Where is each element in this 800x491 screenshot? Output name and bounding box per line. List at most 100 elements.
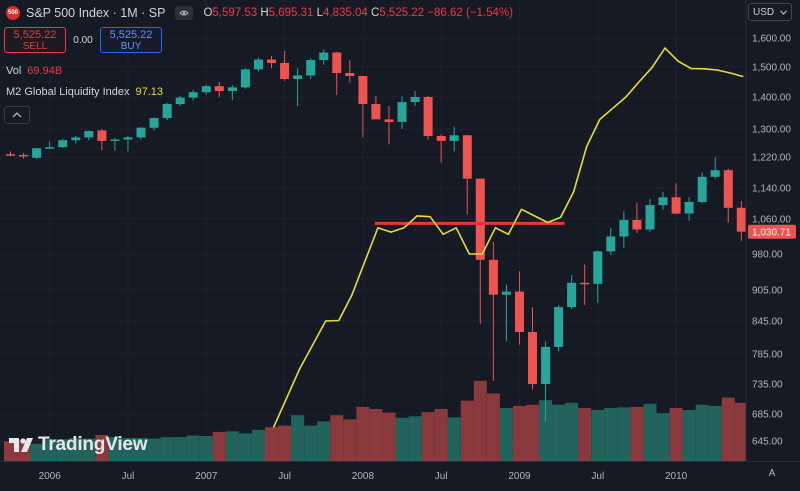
candle-body bbox=[306, 60, 316, 76]
low-value: 4,835.04 bbox=[323, 7, 368, 19]
candle-body bbox=[162, 104, 172, 119]
time-axis[interactable]: 2006 Jul 2007 Jul 2008 Jul 2009 Jul 2010 bbox=[0, 461, 800, 491]
time-tick-label: Jul bbox=[278, 471, 291, 482]
candle-body bbox=[293, 75, 303, 79]
volume-bar bbox=[526, 404, 539, 461]
volume-bar bbox=[69, 438, 83, 461]
candle-body bbox=[254, 59, 263, 70]
volume-bar bbox=[343, 419, 357, 461]
volume-bar bbox=[369, 409, 383, 461]
candle-body bbox=[475, 178, 485, 260]
candle-body bbox=[710, 170, 720, 177]
liquidity-label: M2 Global Liquidity Index bbox=[6, 86, 130, 98]
candle-body bbox=[71, 137, 81, 141]
candle-body bbox=[227, 87, 237, 91]
volume-bar bbox=[238, 433, 252, 461]
candle-body bbox=[723, 170, 733, 208]
spread-value: 0.00 bbox=[73, 34, 93, 46]
sp500-logo: 500 bbox=[6, 6, 20, 20]
volume-bar bbox=[252, 429, 265, 461]
close-value: 5,525.22 bbox=[379, 7, 425, 19]
high-value: 5,695.31 bbox=[268, 7, 314, 19]
candle-body bbox=[149, 118, 159, 128]
volume-bar bbox=[656, 413, 670, 461]
time-tick-label: Jul bbox=[435, 471, 448, 482]
volume-value: 69.94B bbox=[27, 65, 63, 77]
hide-legend-icon[interactable] bbox=[175, 6, 194, 20]
price-axis[interactable]: 1,600.00 1,500.00 1,400.00 1,300.00 1,220.00… bbox=[745, 0, 800, 491]
candle-body bbox=[123, 137, 133, 140]
volume-bar bbox=[121, 438, 135, 461]
volume-bar bbox=[43, 439, 57, 461]
candle-body bbox=[436, 136, 446, 141]
volume-bar bbox=[186, 435, 200, 461]
volume-bar bbox=[225, 431, 239, 461]
volume-bar bbox=[578, 408, 592, 461]
candle-body bbox=[423, 97, 433, 136]
buy-price: 5,525.22 bbox=[109, 29, 153, 41]
price-tick-label: 785.00 bbox=[752, 350, 783, 361]
candle-body bbox=[697, 176, 707, 202]
candle-body bbox=[593, 251, 603, 284]
time-tick-label: 2010 bbox=[665, 471, 688, 482]
auto-scale-button[interactable]: A bbox=[768, 468, 776, 479]
volume-bar bbox=[434, 409, 448, 461]
candle-body bbox=[267, 59, 276, 63]
volume-bar bbox=[56, 439, 70, 461]
volume-bar bbox=[734, 402, 748, 461]
volume-bar bbox=[382, 412, 396, 461]
sell-button[interactable]: 5,525.22 SELL bbox=[4, 27, 66, 53]
volume-bar bbox=[565, 402, 579, 461]
volume-bar bbox=[134, 438, 148, 461]
low-key: L bbox=[316, 7, 324, 19]
chevron-up-icon bbox=[12, 112, 22, 118]
currency-label: USD bbox=[753, 6, 775, 18]
liquidity-legend[interactable]: M2 Global Liquidity Index 97.13 bbox=[6, 86, 163, 98]
time-tick-label: 2008 bbox=[352, 471, 375, 482]
high-key: H bbox=[260, 7, 269, 19]
volume-bar bbox=[356, 406, 370, 461]
volume-bar bbox=[591, 410, 605, 461]
buy-button[interactable]: 5,525.22 BUY bbox=[100, 27, 162, 53]
change-value: −86.62 (−1.54%) bbox=[427, 7, 513, 19]
volume-bar bbox=[173, 437, 187, 461]
tradingview-watermark: TradingView bbox=[8, 434, 148, 456]
collapse-legend-button[interactable] bbox=[4, 106, 30, 124]
liquidity-value: 97.13 bbox=[135, 86, 164, 98]
candle-body bbox=[606, 236, 616, 252]
logo-text: 500 bbox=[7, 10, 18, 16]
time-tick-label: Jul bbox=[122, 471, 135, 482]
price-tick-label: 1,140.00 bbox=[752, 184, 791, 195]
volume-bar bbox=[552, 404, 566, 461]
candle-body bbox=[580, 282, 590, 285]
candle-body bbox=[201, 86, 211, 93]
currency-selector[interactable]: USD bbox=[748, 3, 792, 21]
volume-bar bbox=[421, 412, 435, 461]
volume-bar bbox=[147, 438, 161, 461]
chevron-down-icon bbox=[780, 9, 787, 15]
candle-body bbox=[567, 282, 577, 308]
time-tick-label: 2009 bbox=[508, 471, 531, 482]
last-price-label: 1,030.71 bbox=[752, 227, 791, 238]
price-tick-label: 1,400.00 bbox=[752, 93, 791, 104]
volume-bar bbox=[460, 400, 474, 461]
price-tick-label: 1,600.00 bbox=[752, 34, 791, 45]
volume-bar bbox=[630, 406, 644, 461]
volume-bar bbox=[278, 425, 292, 461]
candle-body bbox=[462, 135, 472, 179]
close-key: C bbox=[371, 7, 380, 19]
liquidity-index-line[interactable] bbox=[272, 47, 744, 428]
volume-bars bbox=[4, 380, 748, 461]
volume-legend[interactable]: Vol 69.94B bbox=[6, 65, 62, 77]
time-tick-label: 2007 bbox=[195, 471, 218, 482]
candle-body bbox=[188, 92, 198, 98]
volume-bar bbox=[160, 437, 174, 461]
last-price-badge bbox=[748, 224, 796, 239]
candle-body bbox=[280, 62, 290, 79]
time-tick-label: 2006 bbox=[39, 471, 62, 482]
candle-body bbox=[371, 104, 381, 120]
chart-header: 500 S&P 500 Index · 1M · SP O5,597.53 H5… bbox=[0, 0, 748, 26]
candle-body bbox=[541, 346, 551, 384]
symbol-title[interactable]: S&P 500 Index · 1M · SP bbox=[26, 6, 166, 20]
